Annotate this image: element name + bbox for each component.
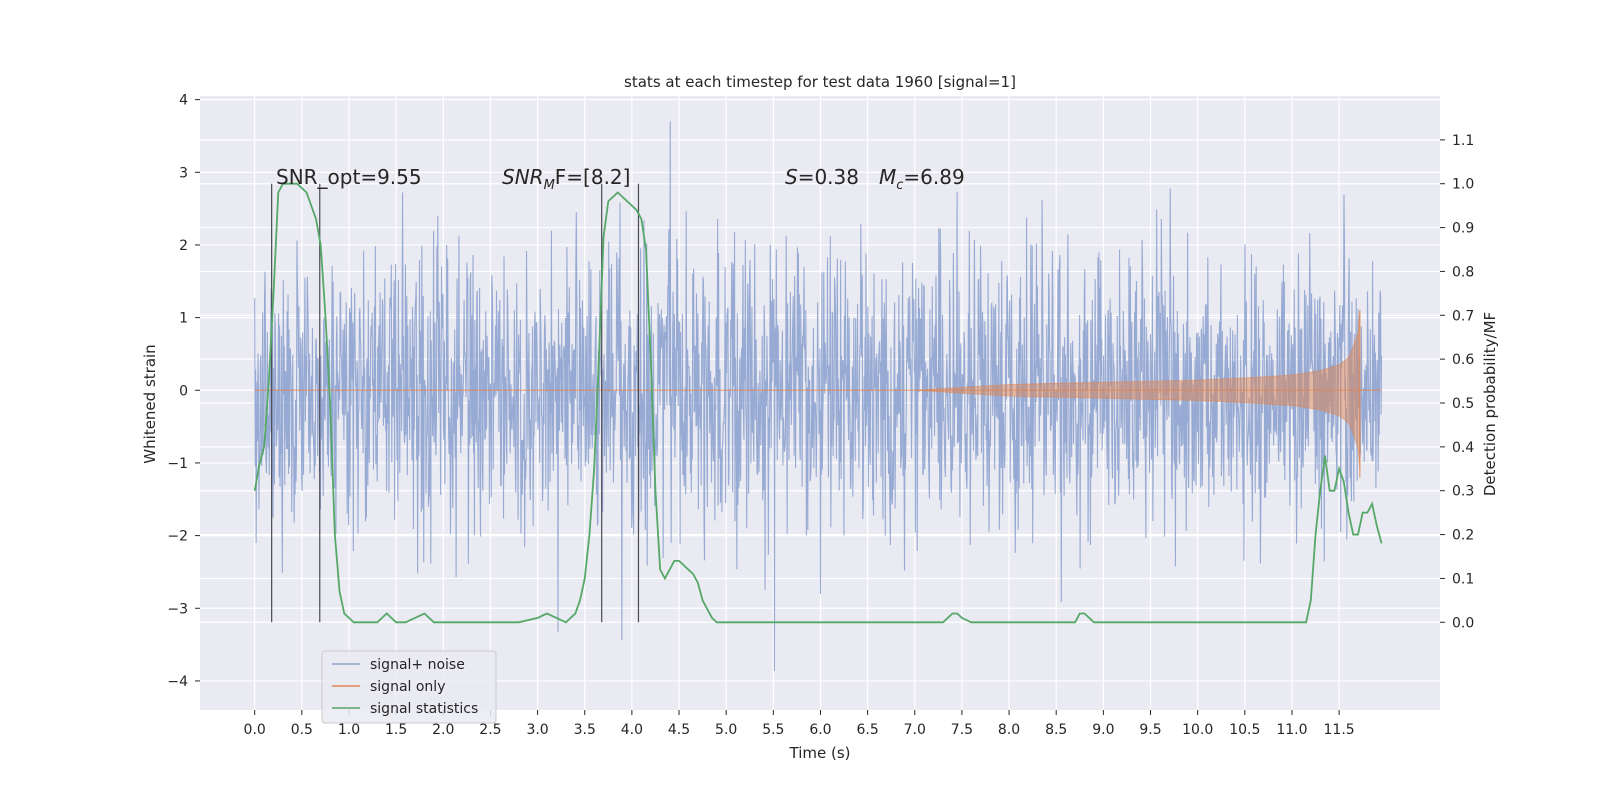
x-tick-label: 11.0 (1276, 722, 1307, 738)
y-right-axis-ticks: 1.1 1.0 0.9 0.8 0.7 0.6 0.5 0.4 0.3 0.2 0.1 0.0 (1440, 133, 1474, 631)
legend-box (321, 650, 497, 724)
y-right-tick-label: 0.6 (1452, 352, 1474, 368)
x-tick-label: 9.0 (1092, 722, 1114, 738)
x-tick-label: 5.5 (762, 722, 784, 738)
y-right-tick-label: 0.7 (1452, 308, 1474, 324)
signal-statistics-line (253, 182, 1383, 624)
legend-label-signal-statistics: signal statistics (370, 701, 478, 717)
x-tick-label: 7.5 (951, 722, 973, 738)
y-right-tick-label: 0.3 (1452, 484, 1474, 500)
y-tick-label: 1 (179, 311, 188, 327)
x-tick-label: 3.0 (526, 722, 548, 738)
y-axis-label: Whitened strain (141, 344, 159, 463)
legend: signal+ noise signal only signal statist… (321, 650, 497, 724)
x-tick-label: 4.5 (668, 722, 690, 738)
detection-window-lines (271, 183, 640, 623)
y-right-tick-label: 1.0 (1452, 177, 1474, 193)
x-tick-label: 1.5 (385, 722, 407, 738)
signal-plus-noise-series (254, 121, 1383, 671)
y-tick-label: −4 (167, 674, 188, 690)
y-right-tick-label: 0.8 (1452, 264, 1474, 280)
y-tick-label: 4 (179, 93, 188, 109)
x-tick-label: 4.0 (621, 722, 643, 738)
y-tick-label: 3 (179, 165, 188, 181)
mc-annotation: Mc=6.89 (879, 165, 965, 193)
y-right-tick-label: 0.2 (1452, 528, 1474, 544)
y-tick-label: 2 (179, 238, 188, 254)
y-tick-label: 0 (179, 383, 188, 399)
x-tick-label: 2.0 (432, 722, 454, 738)
signal-only-series (254, 310, 1382, 478)
y-right-tick-label: 0.0 (1452, 615, 1474, 631)
x-tick-label: 0.5 (291, 722, 313, 738)
x-axis-label: Time (s) (789, 744, 851, 762)
x-tick-label: 10.0 (1182, 722, 1213, 738)
signal-statistics-series (253, 182, 1383, 624)
x-tick-label: 2.5 (479, 722, 501, 738)
x-tick-label: 11.5 (1324, 722, 1355, 738)
y-axis-ticks: 4 3 2 1 0 −1 −2 −3 −4 (167, 93, 200, 690)
snr-opt-annotation: SNR_opt=9.55 (276, 165, 422, 189)
x-axis-ticks: 0.0 0.5 1.0 1.5 2.0 2.5 3.0 3.5 4.0 4.5 5.0 5.5 6.0 6… (244, 710, 1355, 738)
chart-title: stats at each timestep for test data 196… (624, 73, 1016, 91)
y-right-tick-label: 0.1 (1452, 571, 1474, 587)
noise-trace (254, 121, 1383, 671)
x-tick-label: 8.5 (1045, 722, 1067, 738)
x-tick-label: 9.5 (1139, 722, 1161, 738)
y-right-axis-label: Detection probability/MF (1481, 312, 1499, 496)
x-tick-label: 3.5 (574, 722, 596, 738)
snr-mf-annotation: SNRMF=[8.2] (502, 165, 630, 193)
x-tick-label: 5.0 (715, 722, 737, 738)
y-right-tick-label: 1.1 (1452, 133, 1474, 149)
y-right-tick-label: 0.9 (1452, 221, 1474, 237)
x-tick-label: 1.0 (338, 722, 360, 738)
x-tick-label: 6.0 (809, 722, 831, 738)
y-tick-label: −2 (167, 529, 188, 545)
x-tick-label: 10.5 (1229, 722, 1260, 738)
y-right-tick-label: 0.4 (1452, 440, 1474, 456)
legend-label-signal-only: signal only (370, 679, 445, 695)
x-tick-label: 7.0 (904, 722, 926, 738)
s-annotation: S=0.38 (785, 165, 859, 189)
x-tick-label: 0.0 (244, 722, 266, 738)
y-right-tick-label: 0.5 (1452, 396, 1474, 412)
y-tick-label: −1 (167, 456, 188, 472)
x-tick-label: 6.5 (856, 722, 878, 738)
y-tick-label: −3 (167, 601, 188, 617)
legend-label-noise: signal+ noise (370, 657, 465, 673)
x-tick-label: 8.0 (998, 722, 1020, 738)
